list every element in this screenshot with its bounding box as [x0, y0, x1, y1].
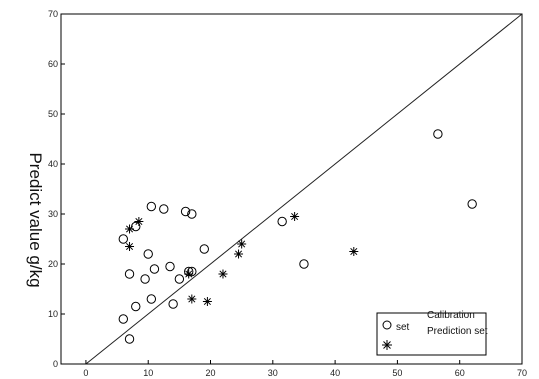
y-tick-label: 20 — [48, 259, 58, 269]
prediction-point — [349, 247, 359, 256]
x-tick-label: 30 — [268, 368, 278, 378]
legend-prediction-label: Prediction set — [427, 326, 488, 337]
prediction-point — [134, 217, 144, 226]
calibration-point — [146, 294, 157, 304]
calibration-point — [146, 201, 157, 212]
prediction-point — [125, 224, 135, 234]
x-tick-label: 40 — [330, 368, 340, 378]
prediction-point — [184, 269, 194, 279]
legend-box — [376, 312, 487, 356]
prediction-point — [237, 239, 247, 249]
calibration-point — [168, 299, 178, 309]
y-tick-label: 70 — [48, 9, 58, 19]
x-tick-label: 20 — [206, 368, 216, 378]
legend-calibration-marker — [382, 320, 392, 330]
y-tick-label: 50 — [48, 109, 58, 119]
y-tick-label: 10 — [48, 309, 58, 319]
calibration-point — [277, 216, 287, 227]
calibration-point — [124, 334, 135, 344]
y-tick-label: 60 — [48, 59, 58, 69]
legend: Calibration set Prediction set — [376, 310, 488, 356]
calibration-point — [149, 264, 160, 274]
calibration-point — [199, 244, 209, 254]
legend-calibration-label-cont: set — [396, 322, 410, 333]
x-tick-label: 50 — [392, 368, 402, 378]
calibration-point — [143, 249, 153, 259]
legend-prediction-marker — [382, 340, 392, 350]
prediction-point — [187, 294, 197, 304]
y-axis-label: Predict value g/kg — [26, 152, 45, 287]
y-tick-label: 40 — [48, 159, 58, 169]
y-tick-label: 30 — [48, 209, 58, 219]
x-tick-label: 70 — [517, 368, 527, 378]
calibration-point — [140, 274, 150, 284]
calibration-point — [131, 301, 141, 312]
calibration-point — [165, 261, 175, 272]
calibration-point — [180, 206, 191, 217]
calibration-point — [299, 259, 309, 269]
x-axis-ticks: 0 10 20 30 40 50 60 70 — [83, 360, 527, 378]
calibration-point — [187, 209, 197, 219]
x-tick-label: 60 — [455, 368, 465, 378]
calibration-point — [118, 234, 128, 244]
prediction-point — [202, 297, 212, 306]
plot-frame — [60, 13, 523, 365]
calibration-point — [187, 266, 197, 277]
prediction-point — [218, 269, 228, 279]
prediction-point — [125, 242, 135, 251]
x-tick-label: 10 — [143, 368, 153, 378]
calibration-point — [118, 314, 128, 324]
y-axis-ticks: 0 10 20 30 40 50 60 70 — [48, 9, 65, 369]
legend-calibration-label: Calibration — [427, 310, 475, 321]
data-points — [118, 129, 477, 344]
calibration-point — [433, 129, 443, 139]
prediction-point — [290, 212, 300, 221]
calibration-point — [467, 199, 477, 209]
y-tick-label: 0 — [53, 359, 58, 369]
calibration-point — [159, 204, 169, 214]
prediction-point — [234, 249, 244, 259]
calibration-point — [174, 274, 185, 284]
x-tick-label: 0 — [83, 368, 88, 378]
plot-area — [60, 13, 523, 365]
one-to-one-line — [85, 13, 523, 365]
calibration-point — [124, 269, 135, 279]
